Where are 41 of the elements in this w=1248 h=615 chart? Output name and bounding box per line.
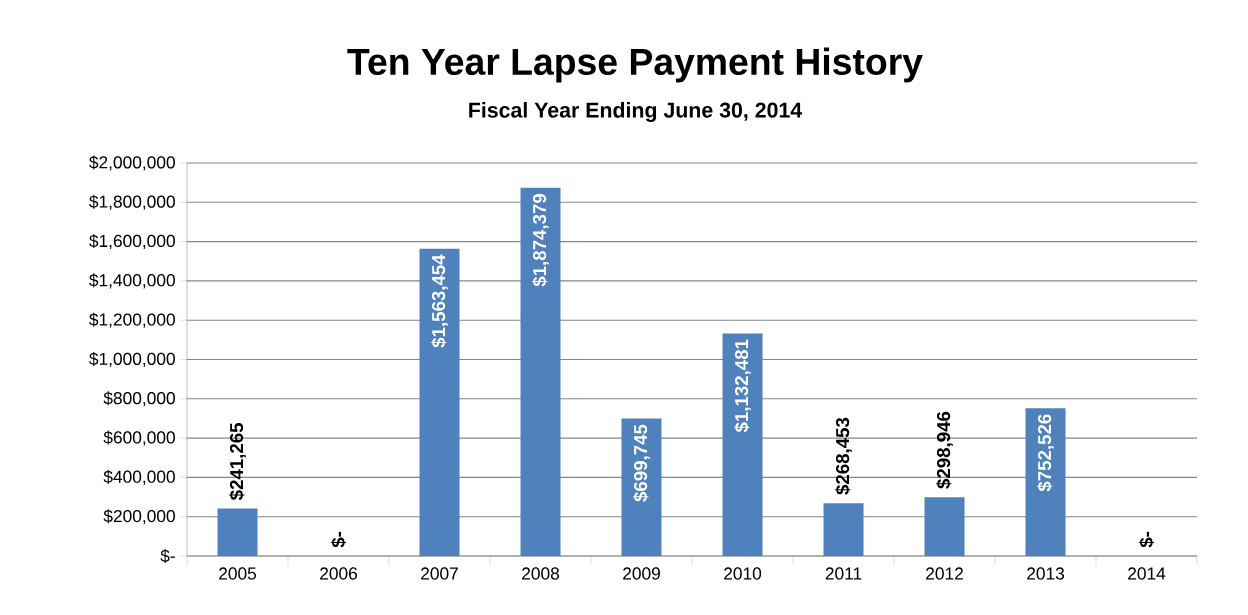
x-tick-label: 2011 — [825, 567, 862, 580]
bar — [520, 187, 561, 556]
chart-subtitle: Fiscal Year Ending June 30, 2014 — [469, 102, 803, 122]
data-label: $268,453 — [835, 417, 852, 495]
x-tick-label: 2006 — [320, 567, 358, 580]
x-tick-label: 2010 — [724, 567, 762, 580]
data-label: $699,745 — [633, 424, 650, 502]
bar — [217, 508, 258, 556]
x-tick-label: 2009 — [623, 567, 660, 580]
y-tick-label: $1,200,000 — [89, 312, 175, 328]
x-tick-label: 2005 — [219, 567, 257, 580]
data-label: $- — [1138, 531, 1155, 548]
y-tick-label: $1,000,000 — [89, 351, 175, 368]
y-tick-label: $200,000 — [103, 509, 175, 525]
data-label: $1,132,481 — [734, 339, 751, 433]
x-tick-label: 2014 — [1128, 567, 1166, 580]
data-label: $752,526 — [1037, 414, 1054, 492]
y-tick-label: $- — [160, 548, 175, 564]
bar — [1025, 408, 1066, 556]
bar — [924, 497, 965, 556]
y-tick-label: $600,000 — [103, 430, 175, 446]
x-tick-label: 2007 — [421, 567, 458, 580]
bar — [823, 503, 864, 556]
data-label: $1,874,379 — [532, 193, 549, 287]
y-tick-label: $1,600,000 — [89, 234, 175, 250]
data-label: $- — [330, 531, 347, 548]
data-label: $298,946 — [936, 411, 953, 489]
x-tick-label: 2008 — [522, 567, 560, 580]
x-tick-label: 2013 — [1027, 567, 1065, 580]
y-tick-label: $400,000 — [103, 469, 175, 485]
data-label: $1,563,454 — [431, 254, 448, 348]
y-tick-label: $1,400,000 — [89, 273, 175, 289]
bar — [419, 248, 460, 556]
y-tick-label: $2,000,000 — [89, 155, 175, 171]
y-tick-label: $1,800,000 — [89, 194, 175, 210]
chart-title: Ten Year Lapse Payment History — [347, 47, 923, 83]
data-label: $241,265 — [229, 422, 246, 501]
x-tick-label: 2012 — [926, 567, 963, 580]
bar — [722, 333, 763, 556]
y-tick-label: $800,000 — [103, 391, 175, 407]
bar — [621, 418, 662, 556]
